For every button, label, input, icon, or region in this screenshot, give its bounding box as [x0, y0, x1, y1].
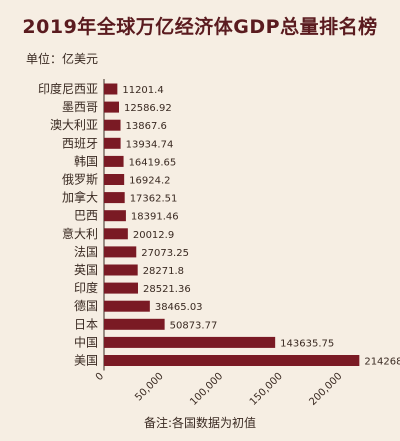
value-label: 12586.92: [124, 103, 172, 114]
bar-3: [104, 137, 121, 149]
x-tick-label: 150,000: [248, 371, 285, 408]
bar-7: [104, 210, 126, 222]
bar-13: [104, 318, 165, 330]
category-label: 巴西: [74, 209, 98, 223]
bar-14: [104, 336, 276, 348]
unit-label: 单位：亿美元: [26, 52, 99, 66]
category-label: 俄罗斯: [62, 173, 98, 187]
value-label: 28521.36: [143, 284, 191, 295]
value-label: 28271.8: [143, 266, 184, 277]
x-tick-label: 0: [94, 371, 106, 383]
bar-12: [104, 300, 150, 312]
value-label: 20012.9: [133, 230, 174, 241]
footnote: 备注:各国数据为初值: [143, 416, 257, 430]
x-tick-label: 100,000: [188, 371, 225, 408]
category-label: 英国: [74, 263, 98, 277]
category-label: 印度尼西亚: [38, 81, 98, 96]
bar-8: [104, 228, 128, 240]
category-label: 墨西哥: [62, 100, 98, 114]
value-label: 13867.6: [126, 121, 167, 132]
bar-11: [104, 282, 138, 294]
category-label: 韩国: [74, 153, 98, 168]
bar-15: [104, 355, 360, 366]
bar-2: [104, 119, 121, 131]
category-label: 印度: [74, 280, 98, 295]
bar-9: [104, 246, 137, 258]
value-label: 50873.77: [170, 320, 218, 331]
category-label: 西班牙: [62, 136, 98, 150]
value-label: 38465.03: [155, 302, 203, 313]
category-label: 日本: [74, 317, 98, 331]
chart-title: 2019年全球万亿经济体GDP总量排名榜: [22, 16, 378, 38]
value-label: 16419.65: [129, 157, 177, 168]
category-label: 德国: [74, 298, 98, 313]
category-label: 美国: [74, 354, 98, 368]
value-label: 18391.46: [131, 212, 179, 223]
value-label: 16924.2: [129, 176, 170, 187]
value-label: 11201.4: [122, 85, 163, 96]
category-label: 澳大利亚: [50, 118, 98, 132]
x-tick-label: 50,000: [133, 371, 166, 404]
value-label: 17362.51: [130, 194, 178, 205]
value-label: 13934.74: [126, 139, 174, 150]
category-label: 中国: [74, 334, 98, 349]
category-label: 法国: [74, 245, 98, 259]
bar-1: [104, 101, 119, 113]
category-label: 意大利: [62, 226, 98, 241]
value-label: 27073.25: [141, 248, 189, 259]
bar-4: [104, 155, 124, 167]
bar-6: [104, 192, 125, 204]
value-label: 143635.75: [280, 338, 334, 349]
category-label: 加拿大: [62, 190, 98, 205]
value-label: 214268.79: [364, 357, 400, 368]
x-tick-label: 200,000: [307, 371, 344, 408]
bar-5: [104, 174, 125, 185]
bar-0: [104, 83, 118, 95]
bar-10: [104, 264, 138, 276]
